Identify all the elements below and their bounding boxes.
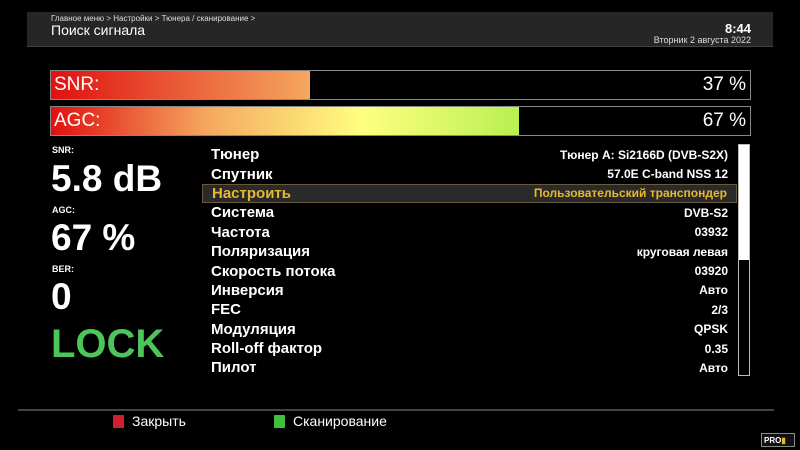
settings-row[interactable]: Тюнер Тюнер A: Si2166D (DVB-S2X) [202,145,737,164]
scan-label: Сканирование [293,413,387,429]
setting-key: Система [211,204,275,222]
settings-row[interactable]: Пилот Авто [202,358,737,377]
setting-value: 2/3 [711,302,728,317]
setting-value: Пользовательский транспондер [533,186,727,201]
page-title: Поиск сигнала [51,22,146,38]
setting-key: Тюнер [211,146,260,164]
ber-stat-label: BER: [52,264,74,274]
agc-bar: AGC: 67 % [50,106,751,136]
agc-stat-label: AGC: [52,205,75,215]
setting-value: круговая левая [636,244,728,259]
setting-key: Инверсия [211,281,284,299]
settings-row[interactable]: Настроить Пользовательский транспондер [202,183,737,204]
close-button[interactable]: Закрыть [113,413,186,429]
settings-row[interactable]: Модуляция QPSK [202,320,737,339]
setting-value: DVB-S2 [683,205,728,220]
setting-value: 57.0E C-band NSS 12 [607,167,728,182]
agc-bar-fill [51,107,520,135]
settings-row[interactable]: Система DVB-S2 [202,203,737,222]
setting-key: Поляризация [211,243,311,261]
scan-button[interactable]: Сканирование [274,413,387,429]
snr-bar-fill [51,71,310,99]
settings-row[interactable]: Поляризация круговая левая [202,242,737,261]
clock-date: Вторник 2 августа 2022 [653,35,751,45]
close-label: Закрыть [132,413,186,429]
setting-key: FEC [211,301,241,319]
setting-value: QPSK [693,322,728,337]
scrollbar-thumb[interactable] [739,145,749,260]
setting-key: Спутник [211,165,273,183]
green-key-icon [274,414,285,428]
setting-key: Частота [211,223,270,241]
lock-status: LOCK [51,322,165,366]
agc-stat-value: 67 % [51,217,136,258]
setting-key: Настроить [212,184,291,202]
setting-value: 0.35 [704,341,728,356]
setting-key: Roll-off фактор [211,340,323,358]
settings-row[interactable]: Скорость потока 03920 [202,261,737,280]
settings-list: Тюнер Тюнер A: Si2166D (DVB-S2X) Спутник 57… [202,145,737,378]
channel-logo: PRO▮ [761,433,795,447]
ber-stat-value: 0 [51,276,72,317]
snr-stat-label: SNR: [52,145,74,155]
header-bar: Главное меню > Настройки > Тюнера / скан… [27,12,773,47]
scrollbar[interactable] [738,144,750,376]
snr-bar-value: 37 % [702,74,746,95]
setting-key: Модуляция [211,320,296,338]
settings-row[interactable]: Спутник 57.0E C-band NSS 12 [202,164,737,183]
settings-row[interactable]: Roll-off фактор 0.35 [202,339,737,358]
red-key-icon [113,414,124,428]
setting-value: Авто [699,283,728,298]
agc-bar-value: 67 % [702,110,746,131]
breadcrumb: Главное меню > Настройки > Тюнера / скан… [51,14,256,23]
setting-value: Тюнер A: Si2166D (DVB-S2X) [559,147,728,162]
setting-value: Авто [699,360,728,375]
agc-bar-label: AGC: [54,110,101,131]
settings-row[interactable]: FEC 2/3 [202,300,737,319]
clock-time: 8:44 [724,21,751,36]
setting-key: Пилот [211,359,257,377]
snr-bar-label: SNR: [54,74,100,95]
snr-bar: SNR: 37 % [50,70,751,100]
snr-stat-value: 5.8 dB [51,158,163,199]
setting-value: 03932 [694,225,728,240]
settings-row[interactable]: Инверсия Авто [202,281,737,300]
setting-key: Скорость потока [211,262,336,280]
setting-value: 03920 [694,264,728,279]
footer-divider [18,409,774,411]
settings-row[interactable]: Частота 03932 [202,223,737,242]
